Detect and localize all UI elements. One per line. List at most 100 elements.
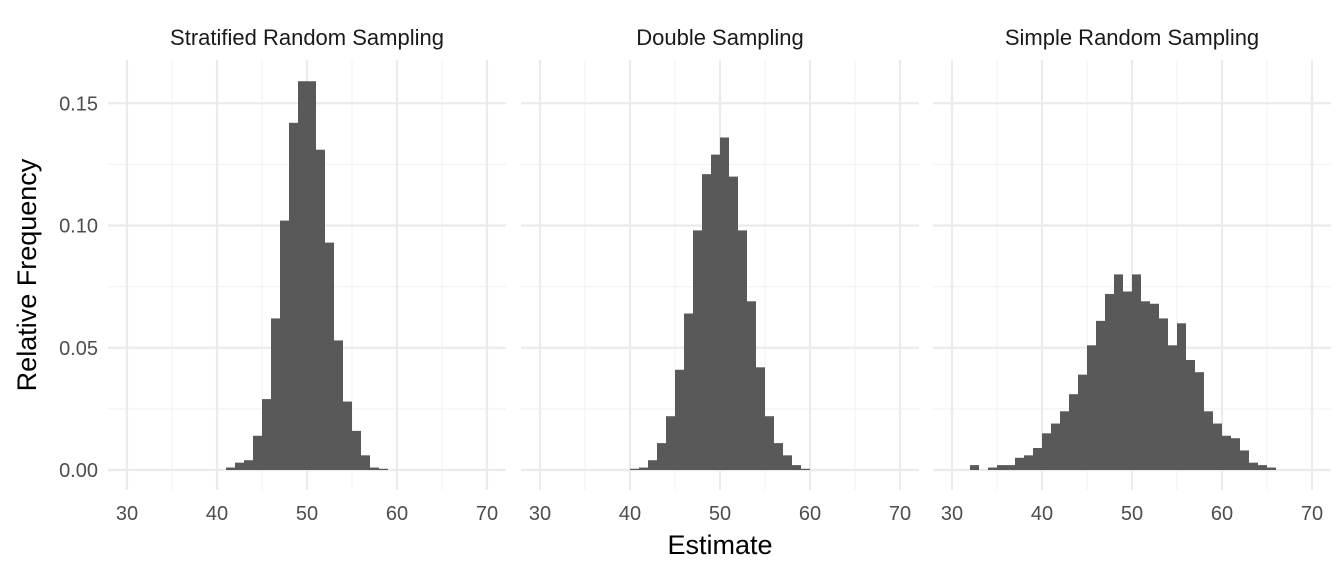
- x-tick-label: 40: [1031, 503, 1053, 525]
- histogram-bar: [648, 460, 657, 470]
- x-tick-label: 30: [529, 503, 551, 525]
- histogram-bar: [1141, 301, 1150, 470]
- histogram-bar: [756, 367, 765, 470]
- histogram-bar: [1015, 457, 1024, 470]
- histogram-bar: [988, 467, 997, 470]
- histogram-bar: [774, 443, 783, 470]
- x-tick-label: 40: [206, 503, 228, 525]
- facet-title: Stratified Random Sampling: [170, 25, 444, 50]
- x-tick-label: 70: [476, 503, 498, 525]
- histogram-bar: [970, 465, 979, 470]
- histogram-bar: [657, 443, 666, 470]
- histogram-bar: [738, 230, 747, 470]
- histogram-bar: [702, 174, 711, 470]
- y-tick-label: 0.15: [59, 93, 98, 115]
- histogram-bar: [747, 301, 756, 470]
- x-tick-label: 50: [296, 503, 318, 525]
- histogram-bar: [361, 455, 370, 470]
- histogram-bar: [226, 467, 235, 470]
- y-tick-label: 0.00: [59, 460, 98, 482]
- histogram-bar: [1123, 291, 1132, 470]
- histogram-bar: [1150, 303, 1159, 470]
- histogram-bar: [765, 416, 774, 470]
- x-tick-label: 30: [116, 503, 138, 525]
- y-axis: 0.00 0.05 0.10 0.15: [59, 93, 98, 482]
- histogram-bar: [801, 468, 810, 470]
- y-axis-title: Relative Frequency: [12, 158, 42, 391]
- histogram-bar: [997, 465, 1006, 470]
- histogram-bar: [720, 137, 729, 471]
- histogram-bar: [666, 416, 675, 470]
- histogram-bar: [630, 468, 639, 470]
- histogram-bar: [729, 176, 738, 470]
- histogram-bar: [1195, 372, 1204, 470]
- x-tick-label: 50: [709, 503, 731, 525]
- histogram-bar: [379, 468, 388, 470]
- histogram-bar: [289, 122, 298, 470]
- histogram-bar: [1168, 345, 1177, 470]
- histogram-bar: [684, 313, 693, 470]
- facet-panel: Stratified Random Sampling 30 40 50 60 70: [108, 25, 506, 525]
- x-tick-label: 50: [1121, 503, 1143, 525]
- histogram-bar: [693, 230, 702, 470]
- histogram-bar: [711, 154, 720, 470]
- histogram-bar: [1069, 394, 1078, 470]
- facet-title: Simple Random Sampling: [1005, 25, 1259, 50]
- y-tick-label: 0.05: [59, 338, 98, 360]
- histogram-bar: [1006, 465, 1015, 470]
- histogram-bar: [1033, 447, 1042, 470]
- histogram-bar: [316, 149, 325, 470]
- histogram-bar: [1204, 411, 1213, 470]
- histogram-bar: [1024, 455, 1033, 470]
- histogram-bar: [370, 467, 379, 470]
- histogram-bar: [639, 467, 648, 470]
- facet-title: Double Sampling: [636, 25, 804, 50]
- y-tick-label: 0.10: [59, 216, 98, 238]
- histogram-bar: [1222, 435, 1231, 470]
- x-tick-label: 30: [941, 503, 963, 525]
- histogram-bar: [235, 462, 244, 470]
- x-tick-label: 70: [1301, 503, 1323, 525]
- histogram-bar: [262, 399, 271, 470]
- histogram-bar: [792, 465, 801, 470]
- histogram-bar: [343, 401, 352, 470]
- histogram-bar: [280, 220, 289, 470]
- histogram-bar: [334, 340, 343, 470]
- histogram-bar: [307, 81, 316, 471]
- histogram-bar: [1042, 433, 1051, 470]
- histogram-bar: [1240, 450, 1249, 470]
- histogram-bar: [1177, 323, 1186, 470]
- histogram-bar: [1051, 423, 1060, 470]
- histogram-bar: [1132, 274, 1141, 470]
- x-axis-title: Estimate: [667, 530, 772, 560]
- histogram-bar: [1231, 438, 1240, 470]
- histogram-bar: [352, 430, 361, 470]
- facet-panel: Double Sampling 30 40 50 60 70: [521, 25, 919, 525]
- x-tick-label: 40: [619, 503, 641, 525]
- histogram-bar: [1105, 293, 1114, 470]
- histogram-bar: [1186, 359, 1195, 470]
- histogram-bar: [1096, 320, 1105, 470]
- histogram-bar: [1267, 467, 1276, 470]
- histogram-bar: [1087, 345, 1096, 470]
- x-tick-label: 70: [889, 503, 911, 525]
- x-tick-label: 60: [386, 503, 408, 525]
- facet-panel: Simple Random Sampling 30 40 50 60 70: [933, 25, 1331, 525]
- histogram-bar: [1159, 318, 1168, 470]
- histogram-bar: [1249, 462, 1258, 470]
- histogram-bar: [271, 318, 280, 470]
- histogram-bar: [1258, 465, 1267, 470]
- histogram-bar: [298, 81, 307, 471]
- histogram-bar: [1213, 423, 1222, 470]
- histogram-bar: [783, 455, 792, 470]
- histogram-bar: [253, 435, 262, 470]
- histogram-bar: [325, 242, 334, 470]
- histogram-bar: [1114, 274, 1123, 470]
- x-tick-label: 60: [799, 503, 821, 525]
- histogram-bar: [244, 460, 253, 470]
- histogram-bar: [1078, 374, 1087, 470]
- histogram-bar: [1060, 411, 1069, 470]
- histogram-bar: [675, 369, 684, 470]
